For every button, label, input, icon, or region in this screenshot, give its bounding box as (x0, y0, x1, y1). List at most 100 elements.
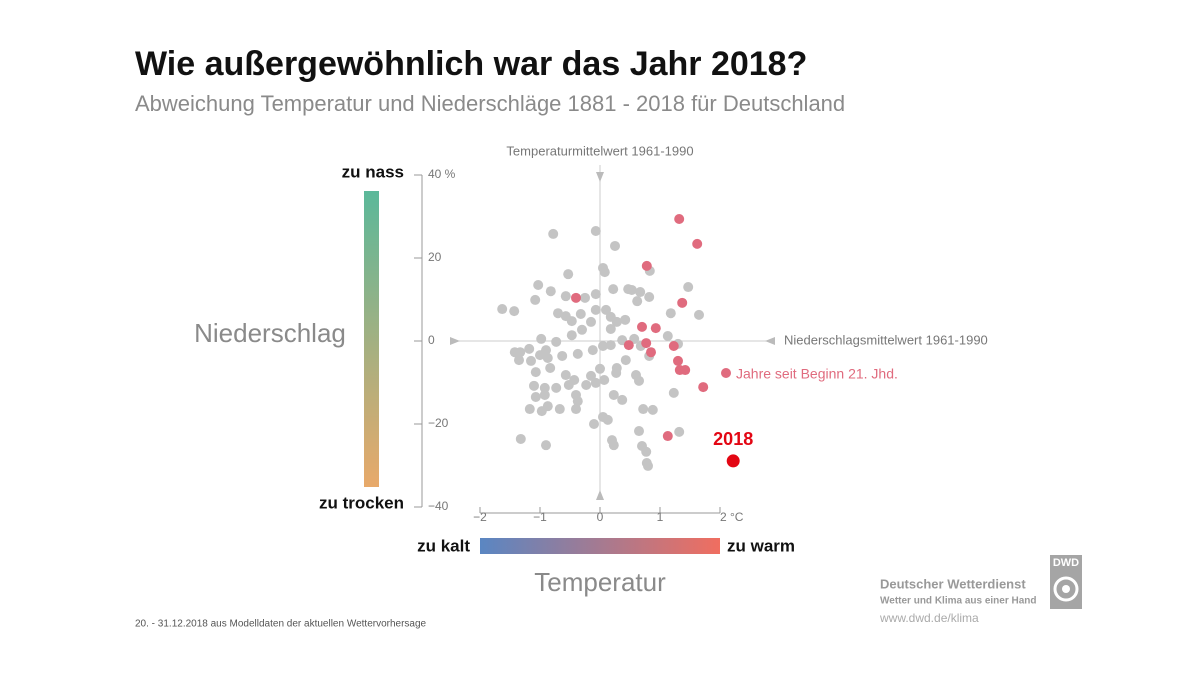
point (590, 289, 601, 300)
point (530, 392, 541, 403)
point (623, 340, 634, 351)
y-label: Niederschlag (194, 318, 346, 348)
point (551, 382, 562, 393)
point (542, 353, 553, 364)
x-tick-label: −2 (473, 510, 487, 524)
point (545, 362, 556, 373)
point (680, 365, 691, 376)
point (662, 431, 673, 442)
subtitle: Abweichung Temperatur und Niederschläge … (135, 91, 845, 116)
point (554, 404, 565, 415)
point (497, 304, 508, 315)
point (632, 296, 643, 307)
point (536, 333, 547, 344)
point (608, 440, 619, 451)
point (605, 323, 616, 334)
point (634, 426, 644, 437)
point (586, 370, 596, 381)
point (590, 226, 601, 237)
x-low: zu kalt (417, 536, 470, 555)
point (586, 316, 596, 327)
annotation: Temperaturmittelwert 1961-1990 (506, 143, 693, 158)
point (557, 350, 568, 361)
x-tick-label: −1 (533, 510, 547, 524)
point (566, 316, 577, 327)
x-label: Temperatur (534, 567, 666, 597)
footnote: 20. - 31.12.2018 aus Modelldaten der akt… (135, 619, 427, 630)
logo-text: DWD (1053, 557, 1079, 569)
x-tick-label: 1 (657, 510, 664, 524)
y-tick-label: 40 % (428, 167, 456, 181)
point (539, 382, 550, 393)
point (515, 433, 526, 444)
point (563, 379, 574, 390)
point-label: 2018 (713, 429, 753, 449)
point (551, 336, 562, 347)
point (509, 306, 520, 317)
point (611, 367, 622, 378)
legend-marker (721, 368, 731, 378)
point (577, 324, 587, 335)
point (650, 323, 661, 334)
point (536, 406, 547, 417)
point (530, 367, 541, 378)
point (641, 338, 652, 349)
point (595, 363, 605, 374)
point (566, 330, 577, 341)
point (610, 240, 620, 251)
point (635, 287, 646, 298)
point (571, 292, 581, 303)
point (526, 355, 536, 366)
point (662, 331, 673, 342)
brand-name: Deutscher Wetterdienst (880, 576, 1026, 591)
logo-swirl (1062, 585, 1070, 593)
brand-url: www.dwd.de/klima (879, 611, 979, 625)
y-tick-label: −20 (428, 416, 449, 430)
point (560, 291, 571, 302)
title: Wie außergewöhnlich war das Jahr 2018? (135, 45, 807, 83)
point (530, 294, 541, 305)
point (683, 282, 694, 293)
point (674, 213, 685, 224)
x-tick-label: 2 °C (720, 510, 744, 524)
point (524, 404, 535, 415)
point (572, 348, 583, 359)
point (694, 309, 704, 320)
point (514, 355, 524, 366)
point (644, 292, 655, 303)
legend-label: Jahre seit Beginn 21. Jhd. (736, 366, 898, 382)
point (641, 446, 652, 457)
point (535, 350, 545, 361)
point (643, 460, 653, 471)
point (611, 316, 622, 327)
point (533, 279, 544, 290)
arrow (450, 337, 460, 345)
point (626, 284, 637, 295)
y-high: zu nass (342, 162, 404, 181)
point (677, 297, 688, 308)
point (605, 340, 616, 351)
point (673, 355, 683, 366)
x-high: zu warm (727, 536, 795, 555)
point (589, 419, 599, 429)
arrow (596, 490, 604, 500)
point (608, 284, 619, 295)
point (587, 345, 598, 356)
point (590, 304, 601, 315)
color-bar (364, 191, 379, 487)
point (726, 454, 740, 468)
point (698, 382, 709, 393)
point (638, 404, 649, 415)
point (637, 321, 647, 332)
point (545, 286, 556, 297)
point (580, 292, 590, 303)
point (572, 396, 583, 407)
point (548, 228, 559, 239)
point (601, 304, 611, 315)
logo-swirl (1053, 576, 1079, 602)
point (529, 380, 539, 391)
point (539, 389, 550, 400)
y-tick-label: 20 (428, 250, 442, 264)
x-tick-label: 0 (597, 510, 604, 524)
